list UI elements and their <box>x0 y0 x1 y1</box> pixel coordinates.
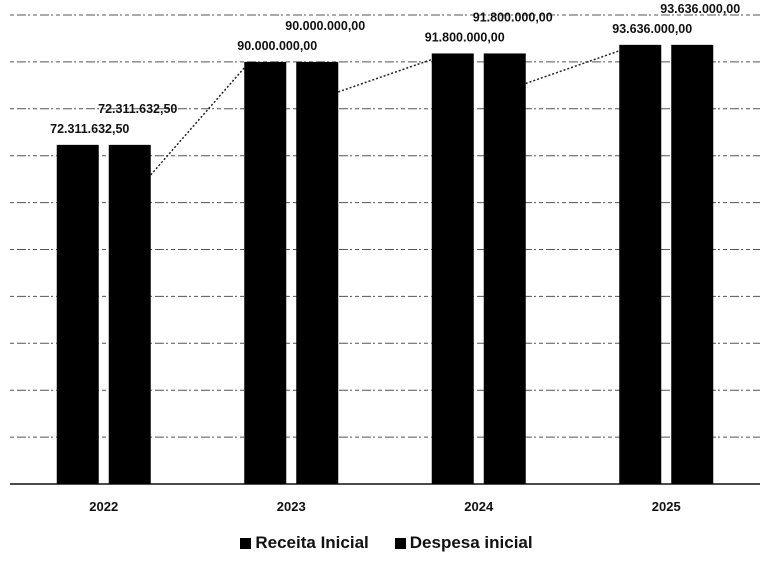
trend-connector <box>338 58 432 93</box>
legend-item-despesa: Despesa inicial <box>394 533 533 553</box>
legend: Receita Inicial Despesa inicial <box>0 533 773 553</box>
data-label-despesa: 72.311.632,50 <box>98 102 177 116</box>
trend-connector <box>525 50 620 85</box>
legend-swatch-despesa <box>394 537 406 549</box>
bar-despesa-2022 <box>108 144 151 484</box>
data-label-receita: 90.000.000,00 <box>237 39 317 53</box>
legend-swatch-receita <box>240 537 252 549</box>
x-tick-label: 2025 <box>652 499 681 514</box>
data-label-receita: 93.636.000,00 <box>612 22 692 36</box>
legend-label-despesa: Despesa inicial <box>409 533 533 552</box>
data-label-receita: 72.311.632,50 <box>50 122 129 136</box>
x-tick-label: 2024 <box>464 499 494 514</box>
bar-receita-2022 <box>56 144 99 484</box>
trend-connector <box>150 67 245 176</box>
data-label-receita: 91.800.000,00 <box>425 30 505 44</box>
bar-receita-2024 <box>431 53 474 484</box>
legend-label-receita: Receita Inicial <box>255 533 369 552</box>
legend-item-receita: Receita Inicial <box>240 533 369 553</box>
data-label-despesa: 93.636.000,00 <box>660 2 740 16</box>
bar-despesa-2024 <box>483 53 526 484</box>
x-tick-label: 2023 <box>277 499 306 514</box>
data-label-despesa: 91.800.000,00 <box>473 10 553 24</box>
x-tick-label: 2022 <box>89 499 118 514</box>
bar-despesa-2025 <box>671 44 714 484</box>
bar-receita-2023 <box>244 61 287 485</box>
bar-receita-2025 <box>619 44 662 484</box>
bar-despesa-2023 <box>296 61 339 485</box>
data-label-despesa: 90.000.000,00 <box>285 19 365 33</box>
